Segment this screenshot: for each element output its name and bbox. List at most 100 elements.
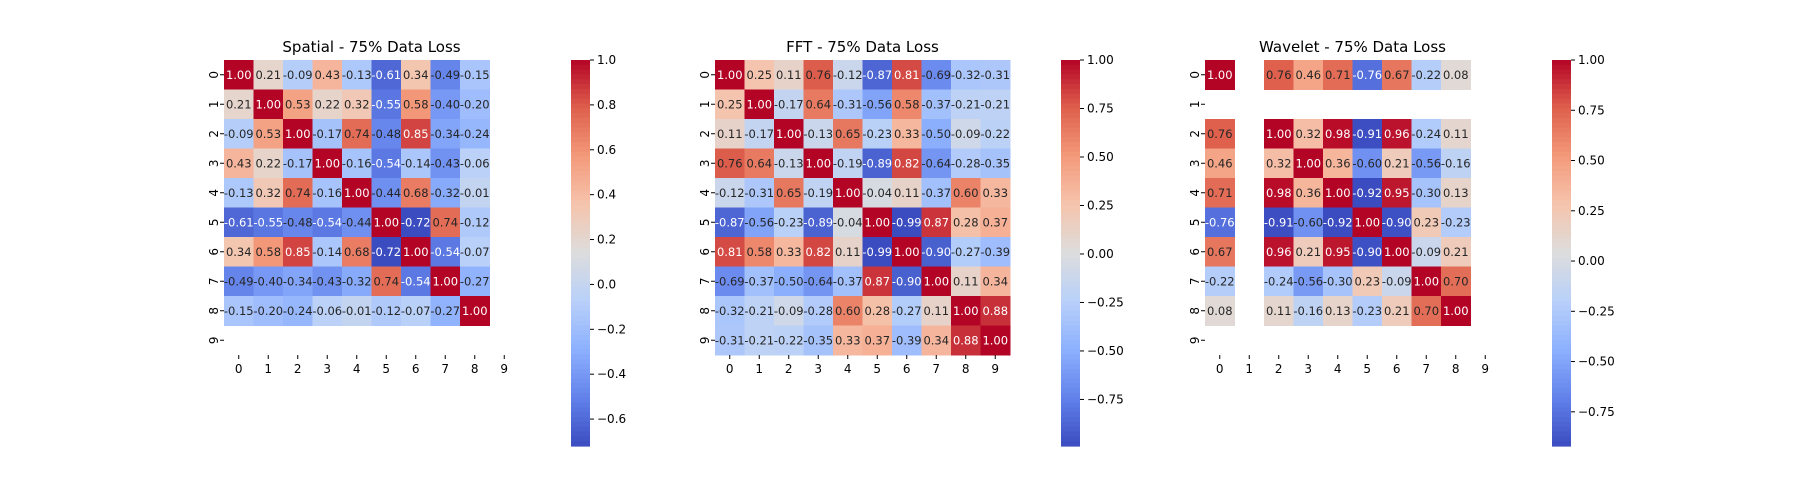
heatmap-cell	[1352, 178, 1383, 208]
heatmap-cell	[1382, 178, 1412, 208]
colorbar-segment	[1061, 204, 1080, 211]
heatmap-cell	[342, 60, 372, 90]
cell-value-label: -0.15	[460, 68, 490, 82]
heatmap-cell	[715, 266, 745, 297]
colorbar-segment	[571, 373, 590, 380]
cell-value-label: -0.56	[1411, 156, 1441, 170]
colorbar-segment	[1061, 253, 1080, 259]
colorbar-tick-label: 0.25	[1578, 204, 1605, 218]
cell-value-label: -0.21	[980, 97, 1010, 111]
heatmap-cell	[460, 266, 490, 297]
colorbar-segment	[1061, 257, 1080, 264]
cell-value-label: -0.06	[460, 156, 490, 170]
colorbar-segment	[1552, 108, 1571, 114]
heatmap-cell	[744, 325, 775, 356]
cell-value-label: 1.00	[373, 215, 399, 229]
colorbar-segment	[1061, 417, 1080, 423]
colorbar-segment	[1061, 64, 1080, 71]
heatmap-cell	[744, 237, 775, 267]
cell-value-label: 0.76	[717, 156, 743, 170]
heatmap-cell	[862, 60, 893, 90]
colorbar-segment	[1061, 243, 1080, 249]
y-tick-label: 5	[207, 218, 221, 226]
chart-title-wavelet: Wavelet - 75% Data Loss	[1259, 38, 1446, 56]
cell-value-label: -0.56	[1293, 274, 1323, 288]
colorbar-segment	[1061, 441, 1080, 447]
heatmap-cell	[1323, 237, 1353, 267]
cell-value-label: -0.13	[803, 127, 833, 141]
cell-value-label: 1.00	[776, 127, 802, 141]
heatmap-cell	[892, 296, 922, 326]
cell-value-label: -0.35	[980, 156, 1010, 170]
colorbar-segment	[571, 277, 590, 283]
cell-value-label: 0.34	[226, 245, 252, 259]
heatmap-cell	[224, 296, 254, 326]
heatmap-cell	[774, 119, 804, 149]
colorbar-segment	[1552, 262, 1571, 269]
colorbar-segment	[1552, 296, 1571, 302]
colorbar-tick-label: 0.00	[1578, 254, 1605, 268]
heatmap-cell	[312, 266, 343, 297]
heatmap-cell	[253, 60, 284, 90]
colorbar-segment	[1061, 166, 1080, 172]
cell-value-label: 0.70	[1413, 304, 1439, 318]
heatmap-cell	[774, 207, 804, 238]
heatmap-cell	[342, 207, 372, 238]
cell-value-label: -0.54	[371, 156, 401, 170]
cell-value-label: 0.82	[805, 245, 831, 259]
x-tick-label: 5	[1363, 362, 1371, 376]
cell-value-label: -0.13	[774, 156, 804, 170]
colorbar-segment	[1061, 185, 1080, 191]
cell-value-label: -0.92	[1352, 186, 1382, 200]
colorbar-segment	[1061, 272, 1080, 278]
heatmap-cell	[862, 119, 893, 149]
heatmap-cell	[1382, 119, 1412, 149]
cell-value-label: 0.95	[1325, 245, 1351, 259]
heatmap-cell	[1441, 296, 1471, 326]
cell-value-label: -0.43	[430, 156, 460, 170]
cell-value-label: -0.21	[951, 97, 981, 111]
colorbar-tick-label: 0.75	[1578, 103, 1605, 117]
colorbar-segment	[1552, 407, 1571, 413]
colorbar-segment	[1061, 127, 1080, 133]
colorbar-segment	[571, 421, 590, 428]
y-tick-label: 6	[698, 248, 712, 256]
heatmap-cells-spatial: 1.00 0.21 -0.09 0.43 -0.13 -0.61 0.34 -0.49 -0.1…	[224, 60, 490, 326]
cell-value-label: 0.67	[1384, 68, 1410, 82]
colorbar-segment	[1061, 84, 1080, 90]
colorbar-tick-label: 0.25	[1087, 198, 1114, 212]
heatmap-cell	[951, 207, 981, 238]
colorbar-segment	[1061, 421, 1080, 428]
cell-value-label: 0.22	[255, 156, 281, 170]
cell-value-label: -0.24	[283, 304, 313, 318]
heatmap-cell	[430, 266, 461, 297]
colorbar-tick-label: −0.6	[597, 412, 626, 426]
colorbar-tick-label: −0.4	[597, 367, 626, 381]
colorbar-segment	[1552, 243, 1571, 249]
colorbar-segment	[1552, 397, 1571, 404]
heatmap-cell	[371, 119, 402, 149]
colorbar-segment	[1061, 146, 1080, 153]
colorbar-segment	[571, 79, 590, 85]
colorbar-segment	[1552, 79, 1571, 85]
colorbar-segment	[571, 267, 590, 273]
y-tick-label: 0	[207, 71, 221, 79]
colorbar-segment	[571, 103, 590, 109]
y-tick-label: 0	[698, 71, 712, 79]
heatmap-cell	[803, 60, 834, 90]
x-ticks-spatial: 0 1 2 3 4 5 6 7 8 9	[235, 355, 508, 376]
heatmap-cell	[921, 119, 952, 149]
heatmap-cell	[1323, 296, 1353, 326]
cell-value-label: 0.81	[717, 245, 743, 259]
cell-value-label: -0.31	[833, 97, 863, 111]
colorbar-segment	[1552, 344, 1571, 351]
y-tick-label: 4	[698, 189, 712, 197]
colorbar-segment	[571, 388, 590, 394]
y-tick-label: 9	[207, 336, 221, 344]
colorbar-segment	[571, 426, 590, 433]
cell-value-label: 0.32	[344, 97, 370, 111]
colorbar-segment	[1061, 161, 1080, 167]
cell-value-label: 1.00	[1207, 68, 1233, 82]
colorbar-segment	[1061, 310, 1080, 317]
cell-value-label: 0.34	[923, 333, 949, 347]
